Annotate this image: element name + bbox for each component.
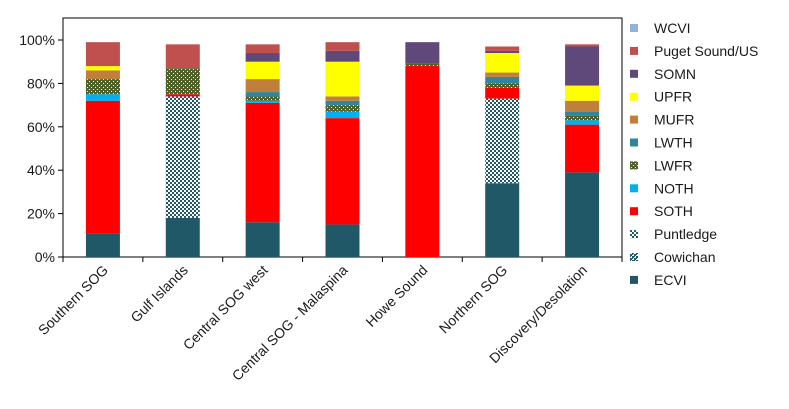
legend-label-mufr: MUFR (654, 112, 694, 128)
bar-segment-mufr (245, 79, 280, 93)
bar-segment-somn (325, 50, 360, 62)
bar-segment-soth (165, 94, 200, 97)
bar-segment-lwth (565, 111, 600, 116)
legend-swatch-puntledge (630, 230, 638, 239)
legend-swatch-somn (630, 69, 638, 78)
bar-segment-soth (485, 87, 520, 99)
legend: WCVI Puget Sound/US SOMN UPFR MUFR LWTH LWFR NO… (630, 20, 758, 288)
bar-segment-soth (325, 118, 360, 225)
bar-segment-upfr (325, 61, 360, 97)
y-axis: 0% 20% 40% 60% 80% 100% (19, 32, 63, 265)
legend-label-wcvi: WCVI (654, 20, 691, 36)
bar-segment-ecvi (85, 233, 120, 257)
legend-label-lwth: LWTH (654, 135, 693, 151)
bars-group (85, 42, 600, 257)
y-tick-label: 60% (27, 119, 55, 135)
bar-segment-lwfr (85, 79, 120, 95)
bar-segment-somn (565, 46, 600, 86)
x-category-label: Northern SOG (436, 262, 511, 337)
bar-segment-noth (325, 111, 360, 119)
legend-swatch-lwfr (630, 161, 638, 170)
bar-segment-lwfr (405, 63, 440, 67)
x-category-label: Southern SOG (35, 262, 111, 338)
bar-segment-soth (565, 124, 600, 173)
bar-segment-ecvi (245, 222, 280, 257)
bar-segment-noth (565, 120, 600, 125)
legend-swatch-soth (630, 207, 638, 216)
bar-segment-puntledge (485, 98, 520, 184)
legend-swatch-upfr (630, 92, 638, 101)
y-tick-label: 80% (27, 75, 55, 91)
y-tick-label: 20% (27, 206, 55, 222)
bar-segment-somn (485, 50, 520, 54)
bar-segment-soth (85, 100, 120, 234)
legend-label-cowichan: Cowichan (654, 249, 715, 265)
legend-label-lwfr: LWFR (654, 157, 693, 173)
bar-segment-puget-sound-us (565, 44, 600, 47)
legend-label-soth: SOTH (654, 203, 693, 219)
x-category-label: Howe Sound (362, 262, 430, 330)
y-tick-label: 40% (27, 162, 55, 178)
y-tick-label: 100% (19, 32, 55, 48)
legend-swatch-wcvi (630, 24, 638, 32)
legend-swatch-noth (630, 184, 638, 193)
legend-label-upfr: UPFR (654, 89, 692, 105)
legend-label-ecvi: ECVI (654, 272, 687, 288)
legend-swatch-lwth (630, 138, 638, 147)
y-tick-label: 0% (35, 249, 55, 265)
legend-label-puntledge: Puntledge (654, 226, 717, 242)
bar-segment-upfr (485, 53, 520, 73)
bar-segment-upfr (245, 61, 280, 80)
bar-segment-lwfr (325, 105, 360, 112)
legend-swatch-ecvi (630, 275, 638, 284)
bar-segment-puntledge (165, 96, 200, 218)
bar-segment-puget-sound-us (245, 44, 280, 54)
bar-segment-soth (245, 102, 280, 223)
bar-segment-somn (245, 53, 280, 62)
bar-segment-puget-sound-us (165, 44, 200, 69)
x-category-label: Central SOG west (180, 262, 271, 353)
bar-segment-lwfr (245, 96, 280, 101)
bar-segment-ecvi (565, 172, 600, 257)
bar-segment-ecvi (485, 183, 520, 257)
x-category-label: Gulf Islands (127, 262, 191, 326)
legend-swatch-mufr (630, 115, 638, 124)
bar-segment-mufr (565, 100, 600, 112)
bar-segment-mufr (85, 70, 120, 80)
bar-segment-ecvi (165, 217, 200, 257)
bar-segment-somn (405, 42, 440, 64)
bar-segment-noth (85, 94, 120, 101)
bar-segment-lwfr (565, 115, 600, 121)
bar-segment-upfr (565, 85, 600, 101)
bar-segment-lwfr (485, 83, 520, 88)
bar-segment-ecvi (325, 224, 360, 257)
legend-swatch-puget-sound-us (630, 46, 638, 55)
bar-segment-mufr (325, 96, 360, 101)
bar-segment-puget-sound-us (85, 42, 120, 67)
bar-segment-upfr (85, 66, 120, 71)
legend-label-puget-sound-us: Puget Sound/US (654, 43, 758, 59)
bar-segment-puget-sound-us (485, 46, 520, 51)
bar-segment-noth (245, 100, 280, 103)
legend-label-noth: NOTH (654, 180, 694, 196)
bar-segment-mufr (485, 72, 520, 77)
legend-label-somn: SOMN (654, 66, 696, 82)
legend-swatch-cowichan (630, 253, 638, 261)
bar-segment-lwth (325, 100, 360, 106)
bar-segment-puget-sound-us (325, 42, 360, 51)
bar-segment-soth (405, 66, 440, 257)
bar-segment-lwth (485, 76, 520, 84)
bar-segment-lwfr (165, 68, 200, 95)
bar-segment-lwth (245, 92, 280, 97)
